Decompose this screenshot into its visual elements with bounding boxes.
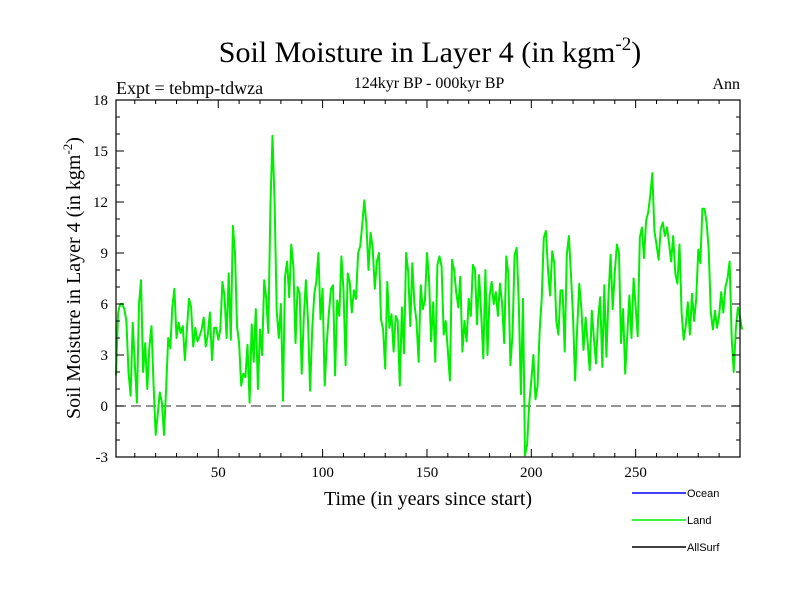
y-tick-label: 9 (101, 246, 109, 262)
x-tick-label: 200 (520, 465, 543, 481)
season-label: Ann (712, 76, 740, 93)
series-line-land (115, 134, 744, 457)
expt-label: Expt = tebmp-tdwza (116, 78, 263, 98)
x-tick-label: 50 (211, 465, 226, 481)
y-tick-label: 0 (101, 399, 109, 415)
x-axis-label: Time (in years since start) (324, 488, 532, 510)
x-tick-label: 150 (416, 465, 439, 481)
y-tick-label: 6 (101, 297, 109, 313)
legend-label-ocean: Ocean (687, 488, 719, 500)
legend-label-allsurf: AllSurf (687, 542, 720, 554)
y-tick-label: 18 (93, 93, 108, 109)
y-tick-label: 12 (93, 195, 108, 211)
legend-label-land: Land (687, 515, 711, 527)
chart-subtitle: 124kyr BP - 000kyr BP (354, 75, 505, 92)
y-tick-label: 3 (101, 348, 109, 364)
y-axis-label: Soil Moisture in Layer 4 (in kgm-2) (60, 137, 85, 419)
y-tick-label: 15 (93, 144, 108, 160)
plot-frame (115, 99, 741, 458)
legend: Ocean Land AllSurf (632, 488, 720, 554)
x-tick-label: 250 (624, 465, 647, 481)
chart-title: Soil Moisture in Layer 4 (in kgm-2) (219, 34, 641, 69)
y-tick-label: -3 (96, 450, 109, 466)
y-axis-ticks: -3 0 3 6 9 12 15 18 (93, 93, 740, 466)
x-axis-ticks: 50 100 150 200 250 (134, 100, 720, 481)
x-tick-label: 100 (311, 465, 334, 481)
